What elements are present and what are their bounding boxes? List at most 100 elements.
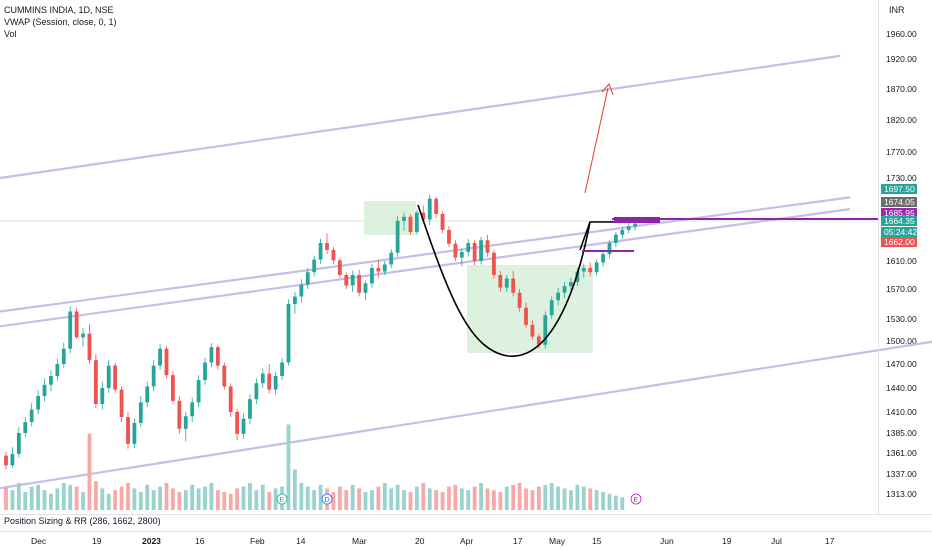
candle-body [575,271,580,282]
x-tick-label: Apr [460,536,473,546]
candle-body [16,433,21,454]
price-level-box [881,227,917,237]
candle-body [511,278,516,293]
candle-body [36,396,40,410]
candle-body [357,275,361,293]
candle-body [209,347,214,363]
highlight-box-top [364,201,416,235]
candle-body [607,243,612,255]
volume-bar [138,492,143,510]
candle-body [581,268,586,272]
y-tick-label: 1470.00 [886,359,917,369]
candle-body [177,400,182,429]
volume-bar [286,424,291,510]
volume-bar [447,486,451,510]
time-axis-divider [0,514,932,515]
candle-body [87,333,92,361]
price-level-label: 1674.05 [884,197,915,207]
volume-bar [164,483,169,510]
price-level-box [881,216,917,226]
price-level-label: 1662.00 [884,237,915,247]
candle-body [395,220,400,253]
price-level-box [881,197,917,207]
x-tick-label: May [549,536,566,546]
volume-bar [36,484,40,510]
y-tick-label: 1570.00 [886,284,917,294]
volume-bar [49,493,53,510]
target-arrow-line [584,87,609,194]
y-tick-label: 1530.00 [886,314,917,324]
volume-bar [273,488,278,510]
symbol-title[interactable]: CUMMINS INDIA, 1D, NSE [4,5,114,15]
vwap-indicator-label[interactable]: VWAP (Session, close, 0, 1) [4,17,117,27]
candle-body [370,268,374,284]
volume-bar [498,492,503,510]
volume-indicator-label[interactable]: Vol [4,29,17,39]
volume-bar [119,486,124,510]
event-marker [276,493,288,505]
x-tick-label: Mar [352,536,367,546]
candle-body [203,362,207,380]
candle-body [190,402,195,417]
volume-bar [183,490,188,510]
volume-bar [485,488,490,510]
volume-bar [594,490,599,510]
candle-body [498,275,503,288]
candle-body [472,243,477,261]
candle-body [331,249,336,261]
volume-bar [536,486,541,510]
volume-bar [363,492,368,510]
volume-bar [331,492,336,510]
event-marker [630,493,642,505]
volume-bar [228,493,233,510]
volume-bar [357,488,361,510]
volume-bar [511,484,516,510]
chart-legend: CUMMINS INDIA, 1D, NSE VWAP (Session, cl… [4,4,117,40]
candle-body [113,365,118,390]
candle-body [55,364,60,376]
candle-body [594,262,599,273]
candle-body [414,212,419,232]
candle-body [588,268,593,273]
candle-body [280,362,284,376]
x-tick-label: 17 [825,536,835,546]
volume-bar [620,497,625,510]
volume-bar [588,488,593,510]
y-tick-label: 1361.00 [886,448,917,458]
candle-body [626,226,631,230]
volume-bar [260,484,265,510]
volume-bar [126,483,130,510]
candle-body [524,307,528,325]
currency-label: INR [889,5,905,15]
volume-bar [74,486,79,510]
highlight-box-cup [467,265,593,353]
candle-body [556,292,561,301]
y-tick-label: 1770.00 [886,147,917,157]
volume-bar [81,492,85,510]
candle-body [158,348,162,366]
volume-bar [106,493,111,510]
candle-body [145,386,150,403]
position-sizing-indicator[interactable]: Position Sizing & RR (286, 1662, 2800) [4,516,161,526]
volume-bar [318,484,323,510]
y-tick-label: 1610.00 [886,256,917,266]
candle-body [61,348,66,364]
volume-bar [100,488,105,510]
volume-bar [61,483,66,510]
candle-body [492,252,496,275]
volume-bar [93,481,98,510]
volume-bar [87,433,92,510]
x-tick-label: 14 [296,536,306,546]
volume-bar [132,488,137,510]
candle-body [601,254,605,263]
volume-bar [10,490,15,510]
volume-bar [370,490,374,510]
candle-body [543,315,548,345]
volume-bar [376,486,381,510]
volume-bar [305,486,310,510]
price-level-label: 1685.95 [884,208,915,218]
volume-bar [459,488,464,510]
volume-bar [196,488,201,510]
